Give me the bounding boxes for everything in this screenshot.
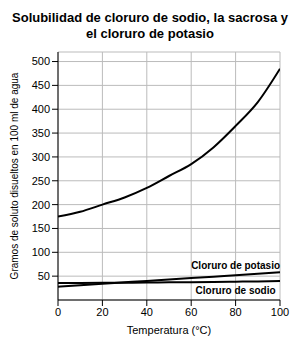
svg-text:50: 50 xyxy=(38,270,50,282)
svg-text:100: 100 xyxy=(32,246,50,258)
svg-text:150: 150 xyxy=(32,222,50,234)
svg-text:400: 400 xyxy=(32,103,50,115)
svg-text:300: 300 xyxy=(32,151,50,163)
svg-text:Temperatura (°C): Temperatura (°C) xyxy=(127,324,211,336)
html-text:Solubilidad de cloruro de sodi: Solubilidad de cloruro de sodio, la sacr… xyxy=(12,10,288,41)
svg-text:20: 20 xyxy=(96,306,108,318)
svg-text:500: 500 xyxy=(32,55,50,67)
svg-text:0: 0 xyxy=(55,306,61,318)
svg-text:80: 80 xyxy=(229,306,241,318)
svg-text:Cloruro de potasio: Cloruro de potasio xyxy=(191,260,280,271)
svg-text:450: 450 xyxy=(32,79,50,91)
svg-text:Gramos de soluto disueltos en: Gramos de soluto disueltos en 100 ml de … xyxy=(9,72,20,279)
svg-text:200: 200 xyxy=(32,199,50,211)
svg-text:100: 100 xyxy=(271,306,289,318)
svg-text:Cloruro de sodio: Cloruro de sodio xyxy=(196,285,276,296)
svg-text:60: 60 xyxy=(185,306,197,318)
svg-text:350: 350 xyxy=(32,127,50,139)
svg-text:40: 40 xyxy=(141,306,153,318)
svg-text:250: 250 xyxy=(32,175,50,187)
